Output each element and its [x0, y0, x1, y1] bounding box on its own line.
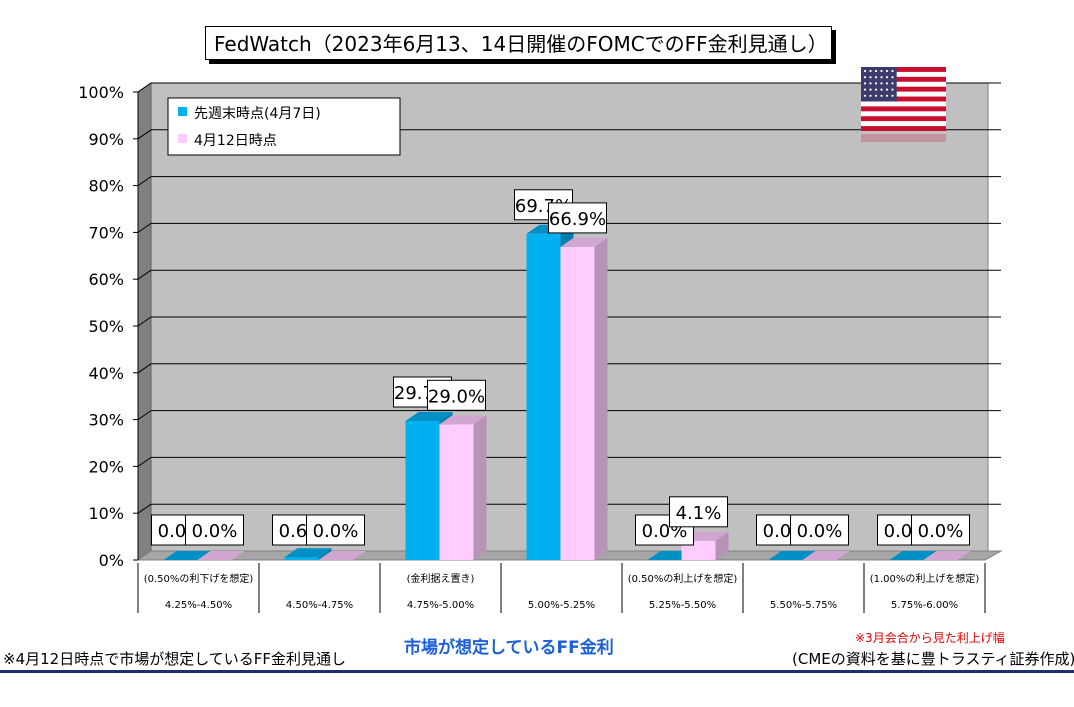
gridline	[137, 363, 152, 374]
x-tick-label: 5.50%-5.75%	[770, 600, 837, 611]
bar-side	[318, 548, 332, 560]
y-tick-label: 20%	[88, 457, 124, 476]
bar-side	[594, 237, 608, 560]
bar-top	[889, 551, 937, 560]
x-category-note: (金利据え置き)	[407, 572, 475, 585]
legend-swatch	[178, 134, 187, 143]
gridline	[137, 269, 152, 280]
legend-label: 4月12日時点	[194, 133, 277, 149]
gridline	[137, 316, 152, 327]
source-note: (CMEの資料を基に豊トラスティ証券作成)	[792, 650, 1074, 668]
bar	[681, 540, 716, 560]
bottom-rule	[0, 670, 1074, 673]
svg-text:4.1%: 4.1%	[676, 503, 722, 524]
x-tick-label: 4.75%-5.00%	[407, 600, 474, 611]
gridline	[137, 410, 152, 421]
us-flag-icon	[861, 67, 946, 142]
bar-side	[473, 415, 487, 560]
y-tick-label: 90%	[88, 130, 124, 149]
svg-text:0.0%: 0.0%	[797, 521, 843, 542]
gridline	[137, 129, 152, 140]
bar-top	[405, 412, 453, 422]
footnote-left: ※4月12日時点で市場が想定しているFF金利見通し	[3, 650, 347, 668]
svg-text:29.0%: 29.0%	[428, 386, 485, 407]
y-tick-label: 70%	[88, 223, 124, 242]
svg-text:66.9%: 66.9%	[549, 209, 606, 230]
x-category-note: (1.00%の利上げを想定)	[870, 572, 980, 585]
gridline	[137, 456, 152, 467]
x-tick-label: 5.25%-5.50%	[649, 600, 716, 611]
bar	[405, 421, 440, 560]
data-label: 0.0%	[306, 514, 365, 546]
bar-top	[197, 551, 245, 560]
x-category-note: (0.50%の利下げを想定)	[144, 572, 254, 585]
data-label: 4.1%	[669, 496, 728, 528]
y-tick-label: 10%	[88, 504, 124, 523]
x-tick-label: 4.50%-4.75%	[286, 600, 353, 611]
data-label: 66.9%	[548, 202, 607, 234]
legend-swatch	[178, 107, 187, 116]
gridline	[137, 176, 152, 187]
x-tick-label: 5.00%-5.25%	[528, 600, 595, 611]
y-tick-label: 50%	[88, 317, 124, 336]
bar-side	[715, 531, 729, 560]
chart-title: FedWatch（2023年6月13、14日開催のFOMCでのFF金利見通し）	[205, 26, 832, 60]
y-tick-label: 0%	[99, 551, 124, 570]
y-tick-label: 40%	[88, 364, 124, 383]
bar	[439, 424, 474, 560]
legend-box	[167, 97, 401, 156]
legend-label: 先週末時点(4月7日)	[194, 106, 321, 122]
svg-text:0.0%: 0.0%	[192, 521, 238, 542]
bar	[284, 557, 319, 560]
x-category-note: (0.50%の利上げを想定)	[628, 572, 738, 585]
bar-top	[163, 551, 211, 560]
y-tick-label: 80%	[88, 177, 124, 196]
svg-text:0.0%: 0.0%	[313, 521, 359, 542]
bar	[526, 233, 561, 560]
bar-top	[318, 551, 366, 560]
y-tick-label: 100%	[78, 83, 124, 102]
footnote-note: ※3月会合から見た利上げ幅	[855, 631, 1005, 645]
bar	[560, 246, 595, 560]
gridline	[137, 503, 152, 514]
gridline	[137, 222, 152, 233]
y-tick-label: 30%	[88, 411, 124, 430]
bar-top	[923, 551, 971, 560]
bar-top	[439, 415, 487, 425]
gridline	[137, 82, 152, 93]
bar-top	[802, 551, 850, 560]
x-tick-label: 5.75%-6.00%	[891, 600, 958, 611]
x-tick-label: 4.25%-4.50%	[165, 600, 232, 611]
data-label: 0.0%	[790, 514, 849, 546]
x-axis-title: 市場が想定しているFF金利	[404, 638, 614, 658]
bar-top	[768, 551, 816, 560]
bar-top	[560, 237, 608, 247]
data-label: 0.0%	[185, 514, 244, 546]
data-label: 29.0%	[427, 379, 486, 411]
bar-top	[284, 548, 332, 558]
y-tick-label: 60%	[88, 270, 124, 289]
svg-text:0.0%: 0.0%	[918, 521, 964, 542]
data-label: 0.0%	[911, 514, 970, 546]
